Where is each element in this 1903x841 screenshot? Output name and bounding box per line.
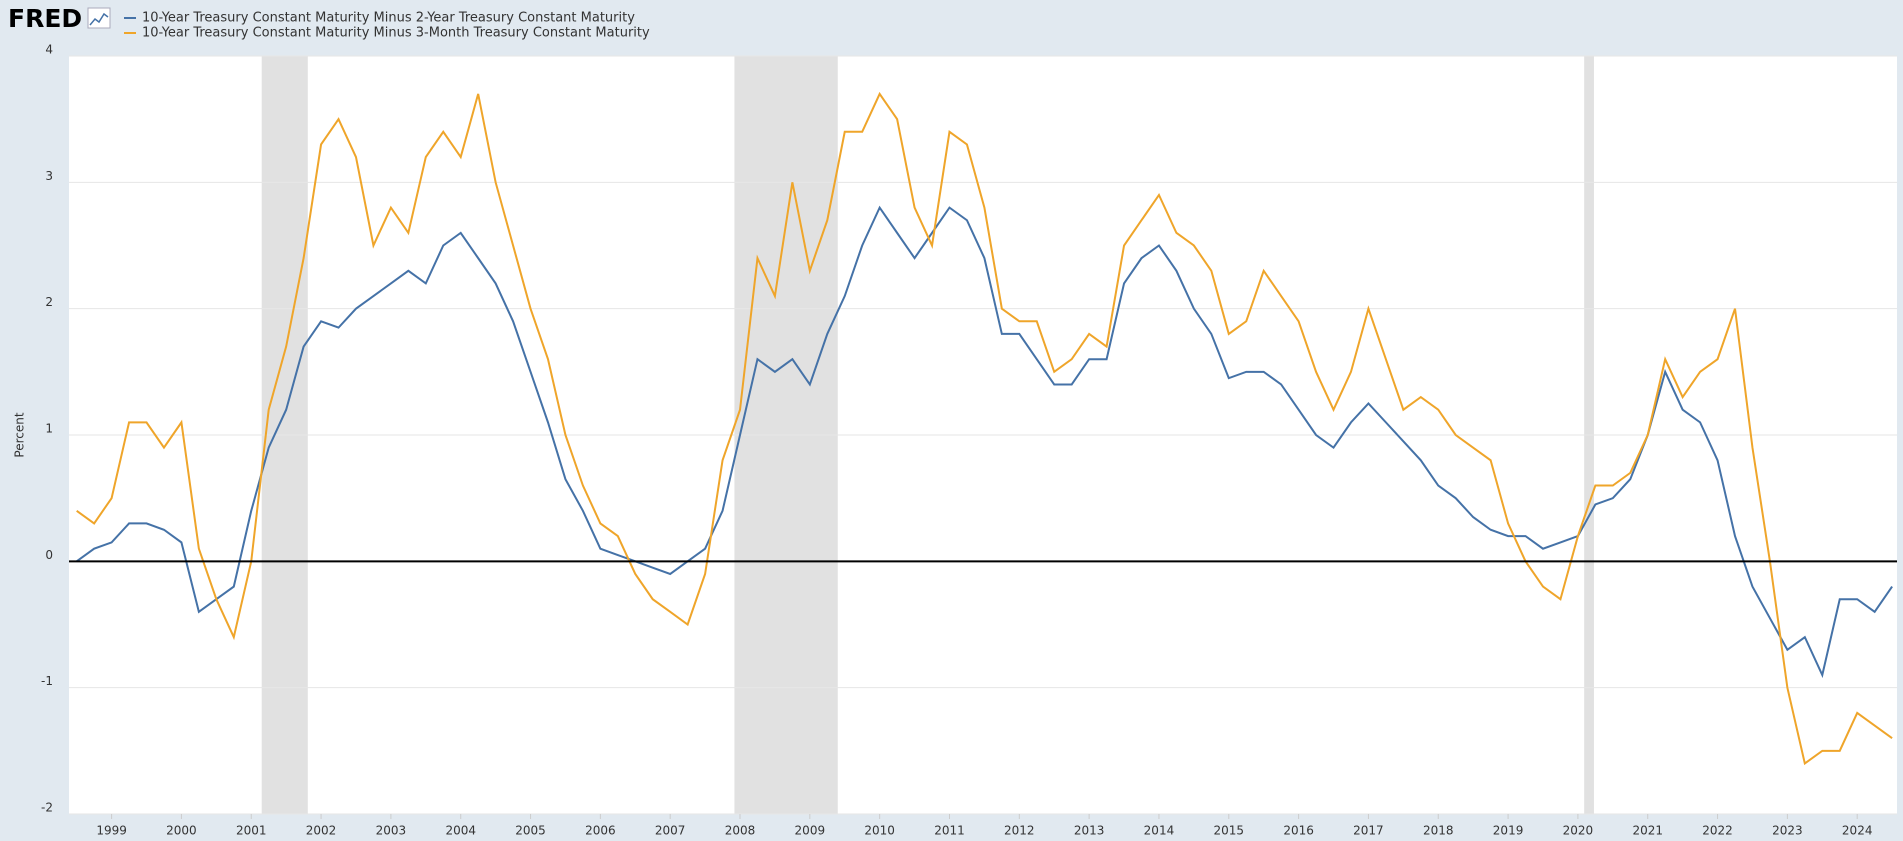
legend-label: 10-Year Treasury Constant Maturity Minus… bbox=[142, 26, 650, 41]
x-tick-label: 2019 bbox=[1493, 824, 1524, 838]
logo-icon-box bbox=[87, 7, 111, 29]
y-tick-label: 2 bbox=[45, 295, 53, 309]
x-tick-label: 2014 bbox=[1144, 824, 1175, 838]
x-tick-label: 2017 bbox=[1353, 824, 1384, 838]
x-tick-label: 2022 bbox=[1702, 824, 1733, 838]
x-tick-label: 2021 bbox=[1632, 824, 1663, 838]
legend-label: 10-Year Treasury Constant Maturity Minus… bbox=[142, 11, 635, 26]
x-tick-label: 2023 bbox=[1772, 824, 1803, 838]
x-tick-label: 2016 bbox=[1283, 824, 1314, 838]
x-tick-label: 2020 bbox=[1563, 824, 1594, 838]
x-tick-label: 2003 bbox=[376, 824, 407, 838]
x-tick-label: 2002 bbox=[306, 824, 337, 838]
series-line bbox=[76, 91, 1893, 766]
x-tick-label: 2018 bbox=[1423, 824, 1454, 838]
x-tick-label: 2011 bbox=[934, 824, 965, 838]
x-tick-label: 2013 bbox=[1074, 824, 1105, 838]
x-tick-label: 2008 bbox=[725, 824, 756, 838]
x-tick-label: 2000 bbox=[166, 824, 197, 838]
x-tick-label: 2001 bbox=[236, 824, 267, 838]
y-tick-label: 0 bbox=[45, 548, 53, 562]
x-tick-label: 2004 bbox=[445, 824, 476, 838]
y-tick-label: -2 bbox=[41, 801, 53, 815]
x-tick-label: 2024 bbox=[1842, 824, 1873, 838]
logo-icon-line bbox=[89, 12, 109, 26]
x-tick-label: 2010 bbox=[864, 824, 895, 838]
x-tick-label: 2012 bbox=[1004, 824, 1035, 838]
x-tick-label: 1999 bbox=[96, 824, 127, 838]
x-tick-label: 2015 bbox=[1214, 824, 1245, 838]
y-tick-label: 4 bbox=[45, 43, 53, 57]
y-axis-label: Percent bbox=[13, 412, 27, 457]
logo: FRED bbox=[8, 4, 82, 33]
y-tick-label: 3 bbox=[45, 169, 53, 183]
x-tick-label: 2007 bbox=[655, 824, 686, 838]
x-tick-label: 2009 bbox=[795, 824, 826, 838]
x-tick-label: 2006 bbox=[585, 824, 616, 838]
x-tick-label: 2005 bbox=[515, 824, 546, 838]
logo-icon bbox=[87, 7, 111, 29]
y-tick-label: -1 bbox=[41, 674, 53, 688]
series-line bbox=[76, 205, 1893, 679]
y-tick-label: 1 bbox=[45, 422, 53, 436]
